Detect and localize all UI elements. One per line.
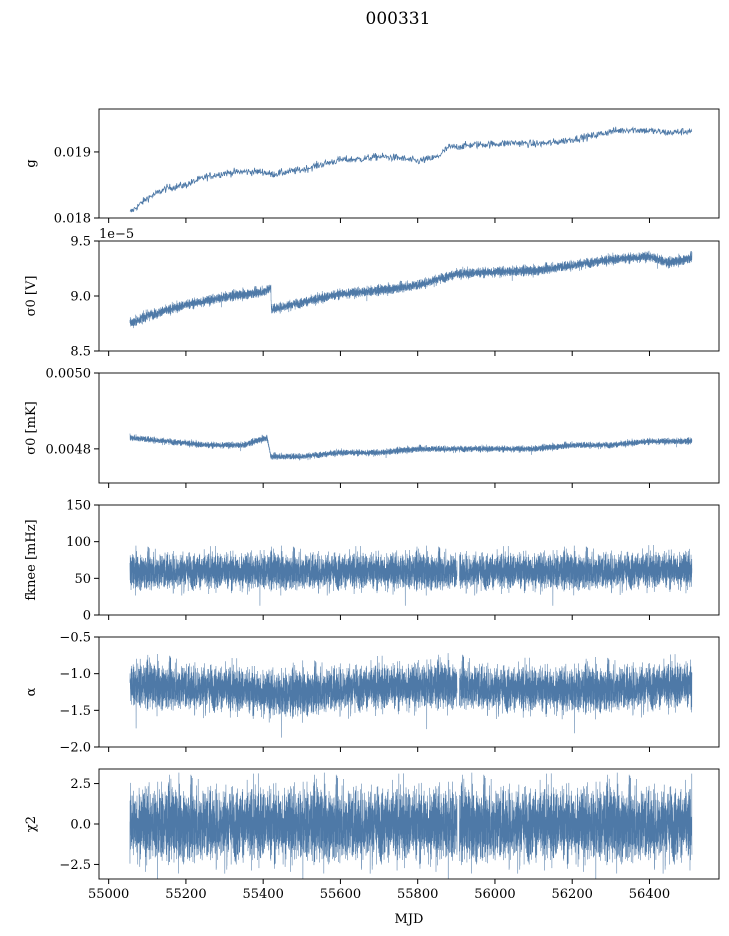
- y-tick-label-sigma0_v-0: 8.5: [70, 345, 91, 360]
- x-axis: MJD 55000 55200 55400 55600 55800 56000 56200 5…: [88, 887, 670, 927]
- y-tick-label-fknee-2: 100: [66, 535, 91, 550]
- panel-chi2: −2.5 0.0 2.5 χ2: [24, 768, 720, 884]
- panel-fknee: 0 50 100 150 fknee [mHz]: [24, 499, 720, 624]
- panel-g: 0.018 0.019 g: [24, 108, 720, 227]
- y-axis-label-fknee: fknee [mHz]: [24, 519, 39, 600]
- series-line-sigma0_mk: [129, 433, 693, 461]
- x-tick-label-3: 55600: [320, 887, 361, 902]
- axes-frame-g: [98, 108, 720, 219]
- panel-alpha: −2.0 −1.5 −1.0 −0.5 α: [24, 631, 720, 756]
- x-axis-label: MJD: [395, 912, 424, 927]
- y-tick-label-sigma0_mk-1: 0.0050: [46, 367, 92, 382]
- panel-sigma0_v: 8.5 9.0 9.5 σ0 [V] 1e−5: [24, 227, 720, 360]
- y-tick-label-chi2-1: 0.0: [70, 818, 91, 833]
- x-tick-label-4: 55800: [397, 887, 438, 902]
- y-tick-label-chi2-2: 2.5: [70, 777, 91, 792]
- y-tick-label-alpha-0: −2.0: [59, 741, 91, 756]
- y-tick-label-alpha-1: −1.5: [59, 704, 91, 719]
- series-line-fknee: [129, 544, 693, 606]
- y-tick-label-fknee-3: 150: [66, 499, 91, 514]
- y-tick-label-sigma0_v-1: 9.0: [70, 290, 91, 305]
- x-tick-label-7: 56400: [629, 887, 670, 902]
- x-tick-label-6: 56200: [552, 887, 593, 902]
- y-tick-label-fknee-0: 0: [83, 609, 91, 624]
- y-axis-label-g: g: [24, 159, 39, 167]
- y-tick-label-alpha-3: −0.5: [59, 631, 91, 646]
- axes-frame-alpha: [98, 636, 720, 748]
- offset-text-sigma0_v: 1e−5: [99, 227, 134, 242]
- x-tick-label-2: 55400: [242, 887, 283, 902]
- x-tick-label-0: 55000: [88, 887, 129, 902]
- y-tick-label-alpha-2: −1.0: [59, 667, 91, 682]
- y-axis-label-sigma0_mk: σ0 [mK]: [24, 401, 39, 454]
- y-tick-label-g-1: 0.019: [54, 145, 91, 160]
- y-axis-label-chi2: χ2: [24, 816, 39, 832]
- axes-frame-sigma0_mk: [98, 372, 720, 484]
- y-tick-label-chi2-0: −2.5: [59, 858, 91, 873]
- x-tick-label-1: 55200: [165, 887, 206, 902]
- axes-frame-fknee: [98, 504, 720, 616]
- y-tick-label-sigma0_v-2: 9.5: [70, 235, 91, 250]
- panel-sigma0_mk: 0.0048 0.0050 σ0 [mK]: [24, 367, 720, 488]
- figure-title: 000331: [366, 9, 431, 29]
- x-tick-label-5: 56000: [474, 887, 515, 902]
- series-line-alpha: [129, 653, 693, 738]
- y-axis-label-sigma0_v: σ0 [V]: [24, 276, 39, 317]
- series-line-chi2: [129, 772, 693, 879]
- y-axis-label-alpha: α: [24, 687, 39, 696]
- y-tick-label-sigma0_mk-0: 0.0048: [46, 442, 92, 457]
- y-tick-label-fknee-1: 50: [74, 572, 91, 587]
- series-line-sigma0_v: [129, 250, 693, 329]
- y-tick-label-g-0: 0.018: [54, 212, 91, 227]
- series-line-g: [129, 126, 693, 213]
